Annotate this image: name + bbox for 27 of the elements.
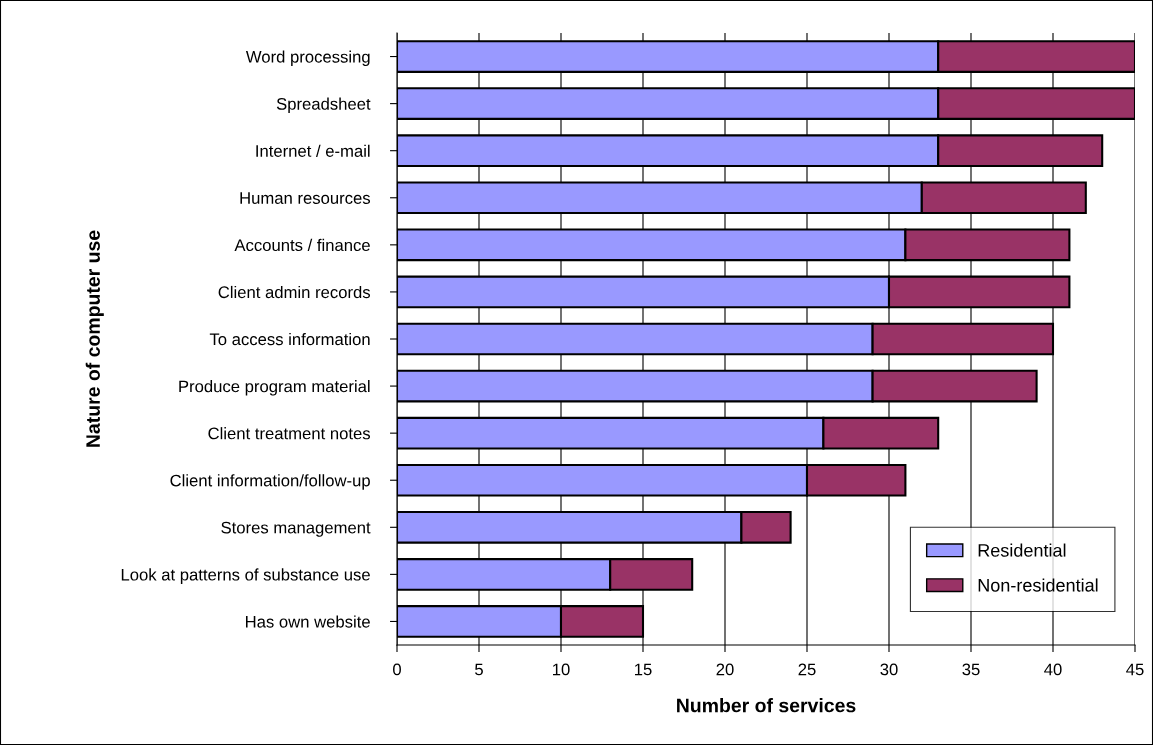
x-tick-label: 0 (393, 663, 401, 676)
x-tick-label: 5 (475, 663, 483, 676)
x-tick-label: 25 (798, 663, 816, 676)
x-tick-label: 40 (1044, 663, 1062, 676)
y-tick-label: Client treatment notes (208, 427, 371, 440)
legend-label: Residential (978, 543, 1066, 557)
y-tick-label: Human resources (240, 192, 371, 204)
y-tick-label: Client admin records (218, 285, 371, 299)
x-tick-label: 10 (553, 663, 570, 676)
y-axis-title: Nature of computer use (85, 230, 104, 447)
x-tick-label: 30 (880, 663, 898, 676)
y-tick-label: Client information/follow-up (170, 474, 370, 490)
y-tick-label: Internet / e-mail (256, 144, 370, 157)
y-tick-label: Has own website (246, 615, 370, 628)
x-tick-label: 15 (635, 663, 652, 676)
x-tick-label: 35 (962, 663, 980, 676)
y-tick-label: Word processing (245, 50, 370, 67)
y-tick-label: Look at patterns of substance use (121, 568, 370, 584)
x-tick-label: 45 (1126, 663, 1144, 676)
legend-label: Non-residential (978, 578, 1098, 592)
x-axis-title: Number of services (677, 698, 856, 713)
y-tick-label: Stores management (221, 521, 371, 537)
y-tick-label: Accounts / finance (234, 238, 370, 252)
y-tick-label: Produce program material (179, 380, 370, 396)
x-tick-label: 20 (716, 663, 734, 676)
y-tick-label: To access information (209, 332, 370, 346)
y-tick-label: Spreadsheet (276, 97, 371, 114)
